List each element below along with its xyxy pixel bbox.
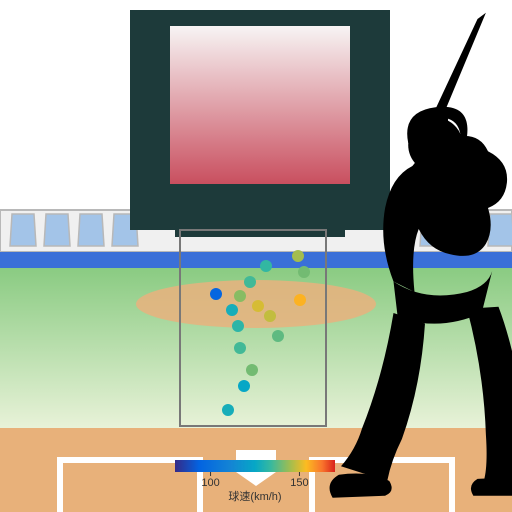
pitch-marker xyxy=(226,304,238,316)
legend-label: 球速(km/h) xyxy=(228,489,281,503)
pitch-marker xyxy=(244,276,256,288)
stand-window xyxy=(10,214,36,246)
batter-hands xyxy=(427,109,448,130)
water-band xyxy=(0,252,512,268)
pitch-marker xyxy=(292,250,304,262)
stand-window xyxy=(78,214,104,246)
pitch-marker xyxy=(294,294,306,306)
stand-window xyxy=(44,214,70,246)
pitch-marker xyxy=(260,260,272,272)
stand-window xyxy=(488,214,512,246)
pitch-marker xyxy=(272,330,284,342)
legend-tick-label: 150 xyxy=(290,477,308,489)
pitch-marker xyxy=(238,380,250,392)
pitch-marker xyxy=(210,288,222,300)
batter-back-foot xyxy=(471,478,512,496)
pitch-marker xyxy=(252,300,264,312)
pitch-marker xyxy=(222,404,234,416)
pitch-marker xyxy=(264,310,276,322)
pitch-marker xyxy=(234,290,246,302)
pitch-location-chart: 100 150 球速(km/h) xyxy=(0,0,512,512)
pitch-marker xyxy=(232,320,244,332)
pitch-marker xyxy=(246,364,258,376)
pitch-marker xyxy=(298,266,310,278)
scoreboard-screen xyxy=(170,26,350,184)
pitch-marker xyxy=(234,342,246,354)
legend-colorbar xyxy=(175,460,335,472)
legend-tick-label: 100 xyxy=(201,477,219,489)
